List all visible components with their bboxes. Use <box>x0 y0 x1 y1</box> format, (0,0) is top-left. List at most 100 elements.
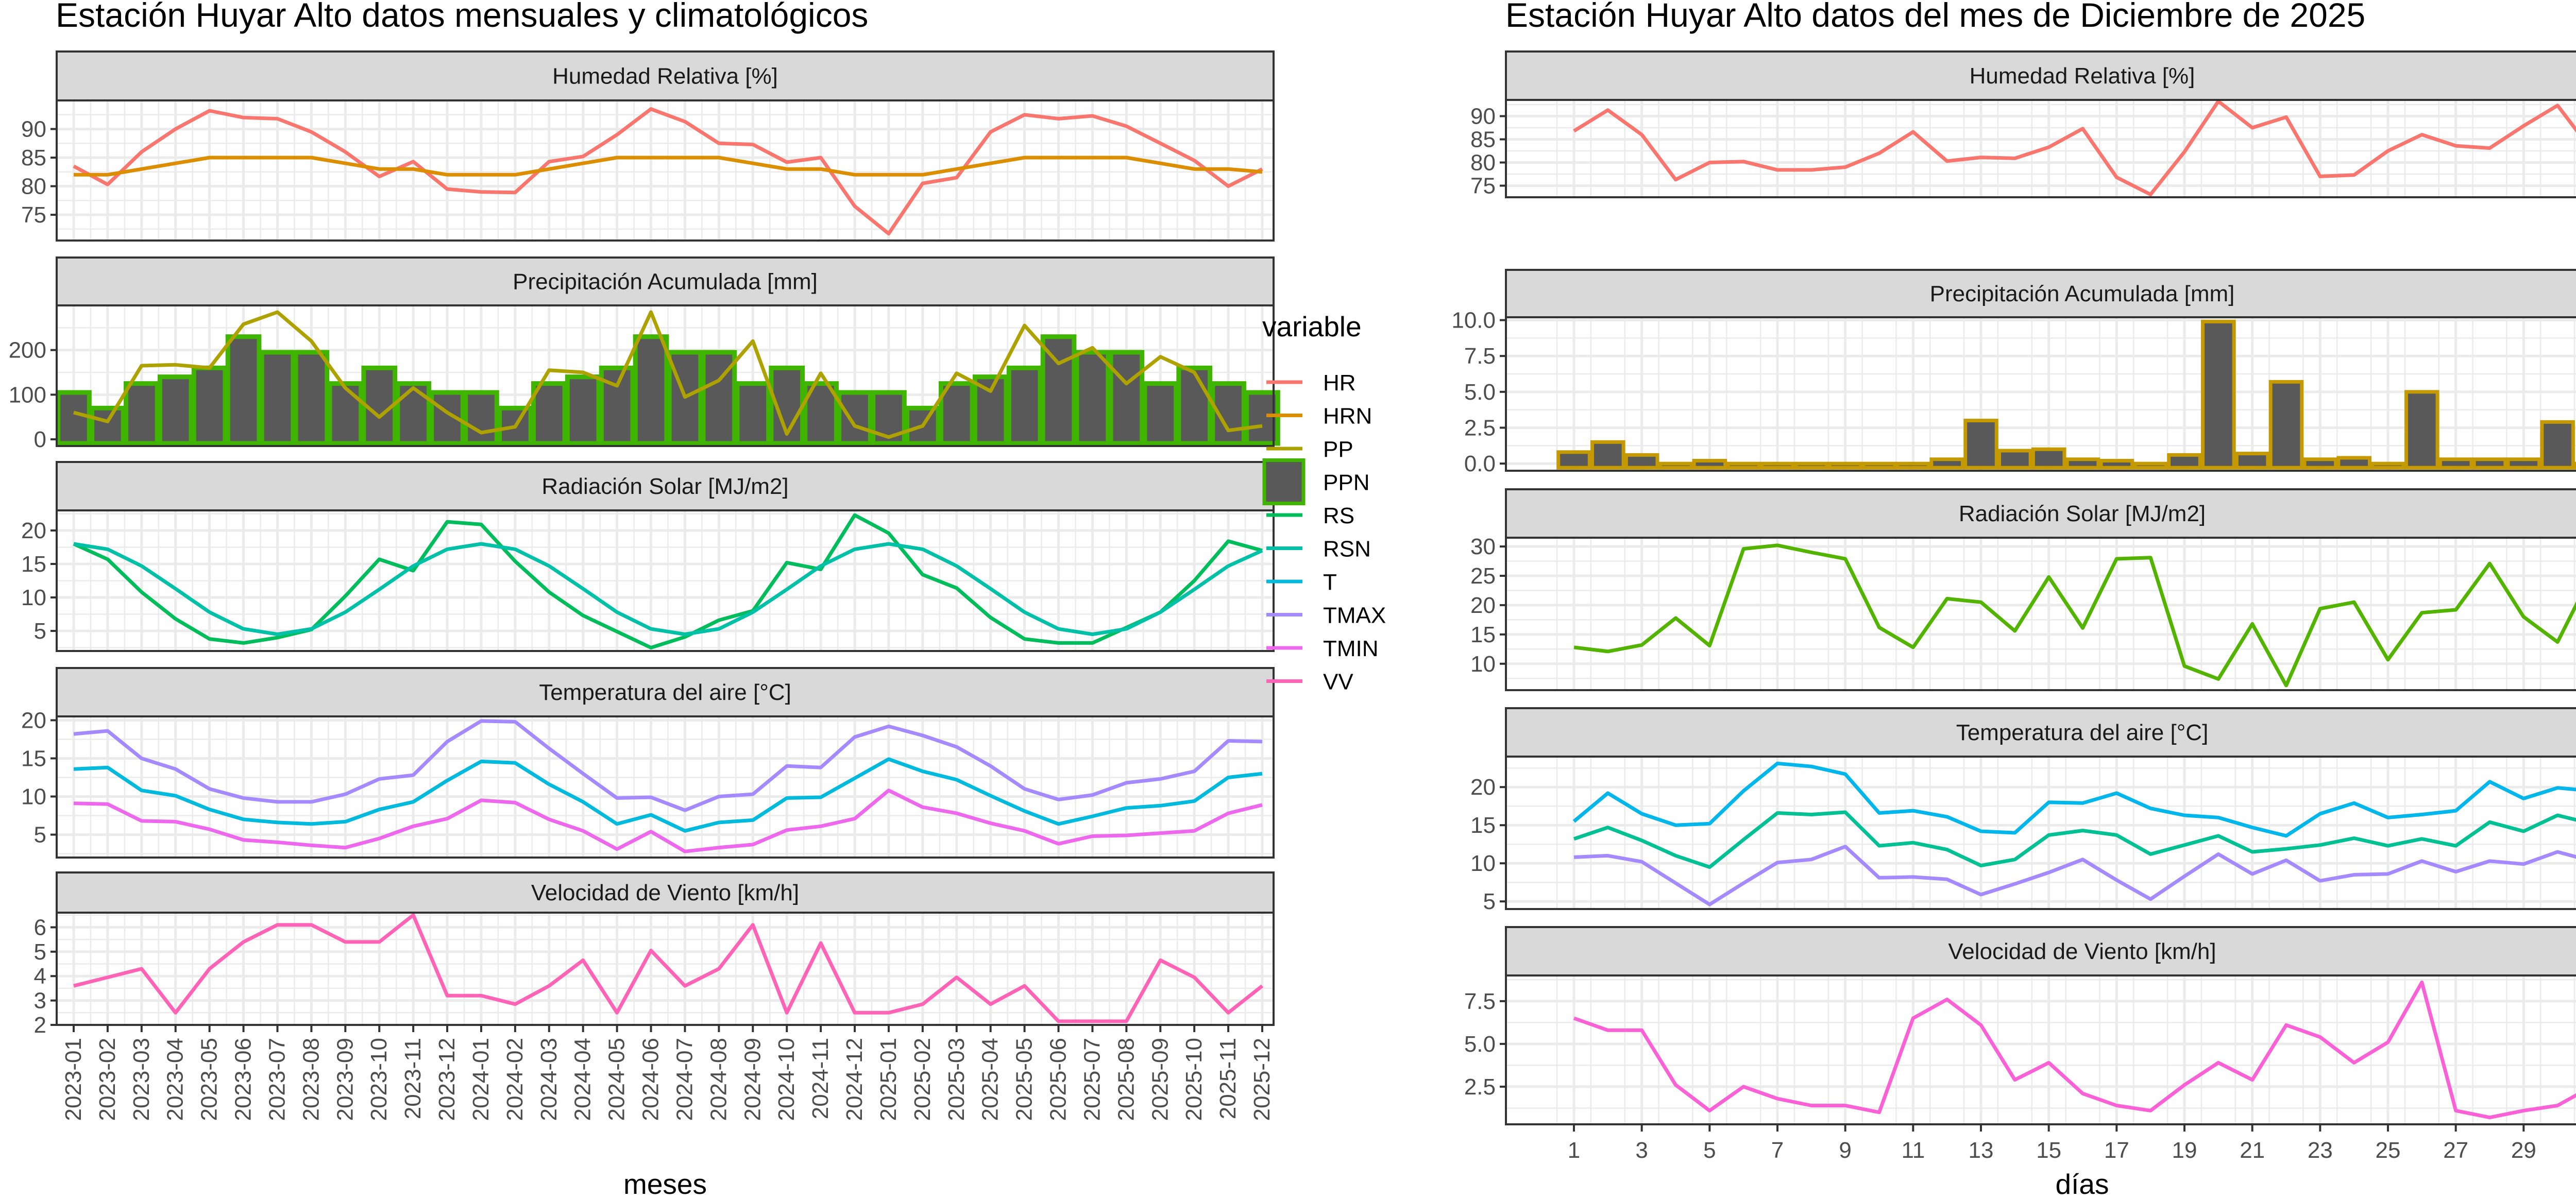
facet-panel: Radiación Solar [MJ/m2] 10 15 20 25 30 <box>1470 488 2576 691</box>
bar-pp <box>1726 461 1761 470</box>
x-tick-label: 2025-06 <box>1046 1038 1071 1121</box>
bar-ppn <box>191 365 228 446</box>
x-tick-label: 2024-09 <box>740 1038 765 1121</box>
facet-panel: Temperatura del aire [°C] 5 10 15 20 <box>1470 707 2576 914</box>
bar-ppn <box>463 390 499 446</box>
y-tick-label: 10 <box>21 784 46 810</box>
bar-ppn <box>1006 365 1043 446</box>
y-tick-label: 5 <box>34 619 46 644</box>
bar-pp <box>2540 420 2575 470</box>
facet-strip-label: Velocidad de Viento [km/h] <box>531 880 799 905</box>
y-tick-label: 90 <box>21 117 46 142</box>
series-line-hr <box>73 107 1263 236</box>
bar-pp <box>1692 459 1727 470</box>
x-tick-label: 23 <box>2308 1138 2333 1163</box>
plot-background <box>57 100 1274 241</box>
facet-strip-label: Humedad Relativa [%] <box>1970 63 2195 89</box>
bar-pp <box>1794 461 1829 470</box>
panel-border <box>1505 99 2576 198</box>
series-line-rs <box>1573 543 2576 688</box>
series-line-tmin <box>1573 845 2576 906</box>
bar-ppn <box>293 350 330 446</box>
legend-label: RSN <box>1323 537 1371 562</box>
series-line-t <box>73 757 1263 833</box>
y-tick-label: 2 <box>34 1013 46 1038</box>
x-tick-label: 19 <box>2172 1138 2197 1163</box>
chart-title: Estación Huyar Alto datos mensuales y cl… <box>56 0 868 34</box>
legend-title: variable <box>1262 311 1362 342</box>
panel-border <box>1505 316 2576 472</box>
bar-ppn <box>565 374 601 446</box>
x-tick-label: 2024-06 <box>638 1038 664 1121</box>
y-tick-label: 20 <box>1470 593 1496 618</box>
bar-pp <box>1861 461 1897 470</box>
bar-ppn <box>972 374 1009 446</box>
facet-strip <box>1505 707 2576 758</box>
y-tick-label: 80 <box>1470 150 1496 176</box>
x-tick-label: 2023-09 <box>332 1038 358 1121</box>
y-tick-label: 15 <box>21 552 46 577</box>
x-tick-label: 7 <box>1771 1138 1784 1163</box>
bar-pp <box>1556 450 1591 470</box>
y-tick-label: 20 <box>21 518 46 543</box>
x-tick-label: 2024-11 <box>808 1038 833 1119</box>
bar-ppn <box>599 365 635 446</box>
x-tick-label: 2024-07 <box>672 1038 697 1121</box>
bar-pp <box>2099 459 2134 470</box>
bar-pp <box>1895 461 1931 470</box>
bar-ppn <box>259 350 296 446</box>
bar-pp <box>2234 452 2270 470</box>
x-tick-label: 2023-10 <box>366 1038 392 1121</box>
y-tick-label: 85 <box>21 145 46 170</box>
x-tick-label: 27 <box>2443 1138 2468 1163</box>
bar-pp <box>2031 447 2066 470</box>
y-tick-label: 75 <box>1470 174 1496 199</box>
x-tick-label: 17 <box>2104 1138 2129 1163</box>
legend-label: VV <box>1323 670 1353 695</box>
plot-background <box>1506 757 2576 909</box>
legend-item-vv: VV <box>1266 670 1353 695</box>
bar-pp <box>2167 453 2202 470</box>
facet-strip-label: Humedad Relativa [%] <box>552 64 778 89</box>
series-line-vv <box>73 913 1264 1023</box>
bar-ppn <box>56 390 92 446</box>
bar-pp <box>2472 457 2507 470</box>
x-tick-label: 11 <box>1901 1138 1925 1163</box>
bar-ppn <box>1176 365 1212 446</box>
series-line-tmax <box>73 719 1263 812</box>
bar-pp <box>1590 440 1625 470</box>
legend-item-t: T <box>1266 570 1337 595</box>
panel-border <box>56 99 1275 242</box>
y-tick-label: 5 <box>34 823 46 848</box>
plot-background <box>57 913 1274 1025</box>
y-tick-label: 5.0 <box>1464 380 1496 405</box>
legend-label: RS <box>1323 503 1354 528</box>
x-tick-label: 2025-12 <box>1249 1038 1275 1121</box>
x-axis-title: días <box>2056 1168 2109 1199</box>
series-line-tmin <box>73 789 1263 853</box>
x-tick-label: 2024-01 <box>468 1038 494 1121</box>
x-tick-label: 2023-06 <box>231 1038 256 1121</box>
legend-item-ppn: PPN <box>1262 458 1369 505</box>
legend-item-hrn: HRN <box>1266 404 1372 429</box>
x-tick-label: 2024-10 <box>774 1038 799 1121</box>
x-tick-label: 2023-05 <box>197 1038 222 1121</box>
x-tick-label: 2025-01 <box>876 1038 901 1121</box>
y-tick-label: 15 <box>1470 813 1496 838</box>
facet-strip-label: Precipitación Acumulada [mm] <box>513 269 818 295</box>
legend-label: TMIN <box>1323 636 1379 661</box>
x-tick-label: 3 <box>1635 1138 1648 1163</box>
x-tick-label: 2023-02 <box>95 1038 120 1121</box>
bar-ppn <box>1074 350 1111 446</box>
bar-ppn <box>1142 381 1179 446</box>
x-tick-label: 2023-03 <box>129 1038 154 1121</box>
x-tick-label: 2025-09 <box>1147 1038 1173 1121</box>
facet-panel: Precipitación Acumulada [mm] 0 100 200 <box>9 256 1280 452</box>
x-tick-label: 2024-12 <box>842 1038 867 1121</box>
panel-border <box>56 715 1275 859</box>
x-tick-label: 2025-03 <box>944 1038 969 1121</box>
y-tick-label: 5 <box>1483 889 1496 914</box>
x-tick-label: 2023-04 <box>163 1038 188 1121</box>
series-line-vv <box>1573 980 2576 1120</box>
facet-strip-label: Temperatura del aire [°C] <box>539 680 791 705</box>
